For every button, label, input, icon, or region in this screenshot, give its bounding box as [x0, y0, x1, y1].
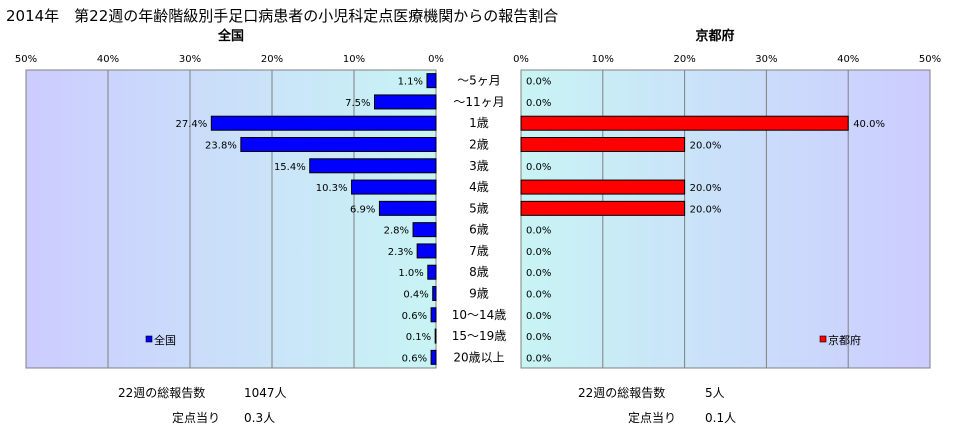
national-data-label: 6.9% — [350, 204, 375, 215]
kyoto-bar — [520, 137, 686, 152]
national-data-label: 0.6% — [402, 311, 427, 322]
kyoto-chart: 京都府 0% 10% 20% 30% 40% 50% 0.0% 0.0% 40.0% 20.0% 0.… — [513, 28, 941, 369]
kyoto-legend-swatch — [819, 335, 827, 343]
kyoto-data-label: 0.0% — [526, 268, 551, 279]
national-tick-label: 10% — [343, 54, 365, 65]
age-group-label: ～11ヶ月 — [453, 95, 504, 109]
national-bar — [374, 94, 437, 110]
national-chart-title: 全国 — [217, 28, 244, 44]
national-bar — [240, 137, 437, 152]
kyoto-tick-label: 30% — [755, 54, 777, 65]
national-bar — [427, 264, 437, 280]
age-group-label: 9歳 — [469, 287, 489, 301]
national-bar — [430, 307, 437, 323]
national-tick-label: 30% — [179, 54, 201, 65]
kyoto-data-label: 0.0% — [526, 353, 551, 364]
national-data-label: 2.3% — [388, 247, 413, 258]
kyoto-tick-label: 20% — [673, 54, 695, 65]
national-bar — [378, 200, 437, 216]
age-group-label: 4歳 — [469, 180, 489, 194]
age-group-labels: ～5ヶ月 ～11ヶ月 1歳 2歳 3歳 4歳 5歳 6歳 7歳 8歳 9歳 10～14歳 15～19歳 2… — [452, 74, 507, 365]
kyoto-tick-label: 10% — [592, 54, 614, 65]
kyoto-per-site-label: 定点当り — [628, 411, 677, 425]
kyoto-plot-area — [520, 69, 931, 369]
age-group-label: 1歳 — [469, 116, 489, 130]
national-total-value: 1047人 — [244, 386, 287, 400]
national-tick-label: 40% — [97, 54, 119, 65]
national-data-label: 1.1% — [398, 77, 423, 88]
national-bar — [210, 115, 437, 131]
kyoto-data-label: 20.0% — [690, 204, 722, 215]
age-group-label: 7歳 — [469, 244, 489, 258]
kyoto-bar — [520, 200, 686, 216]
kyoto-data-label: 20.0% — [690, 183, 722, 194]
kyoto-data-label: 0.0% — [526, 332, 551, 343]
national-data-label: 0.4% — [403, 290, 428, 301]
kyoto-legend-label: 京都府 — [828, 333, 861, 347]
kyoto-data-label: 0.0% — [526, 98, 551, 109]
national-data-label: 1.0% — [398, 268, 423, 279]
kyoto-chart-title: 京都府 — [695, 28, 734, 44]
kyoto-data-label: 0.0% — [526, 77, 551, 88]
national-data-label: 0.1% — [406, 332, 431, 343]
kyoto-tick-label: 50% — [919, 54, 941, 65]
age-group-label: 6歳 — [469, 223, 489, 237]
national-data-label: 2.8% — [384, 226, 409, 237]
kyoto-data-label: 0.0% — [526, 247, 551, 258]
national-bar — [416, 243, 437, 259]
national-chart: 全国 50% 40% 30% 20% 10% 0% 1.1% 7.5% 27.4% 23.8% 15.… — [15, 28, 444, 369]
national-bar — [432, 286, 437, 301]
national-per-site-label: 定点当り — [172, 411, 221, 425]
kyoto-data-label: 0.0% — [526, 290, 551, 301]
kyoto-tick-label: 40% — [837, 54, 859, 65]
national-legend-swatch — [145, 335, 153, 343]
kyoto-data-label: 0.0% — [526, 162, 551, 173]
age-group-label: 2歳 — [469, 138, 489, 152]
kyoto-bar — [520, 115, 849, 131]
national-data-label: 10.3% — [316, 183, 348, 194]
kyoto-tick-label: 0% — [513, 54, 529, 65]
national-data-label: 27.4% — [176, 119, 208, 130]
age-group-label: 8歳 — [469, 265, 489, 279]
national-per-site-value: 0.3人 — [244, 411, 276, 425]
national-plot-area — [25, 69, 437, 369]
national-tick-label: 50% — [15, 54, 37, 65]
national-bar — [351, 179, 437, 195]
national-total-label: 22週の総報告数 — [118, 386, 206, 400]
national-bar — [309, 158, 437, 174]
national-data-label: 7.5% — [345, 98, 370, 109]
chart-title: 2014年 第22週の年齢階級別手足口病患者の小児科定点医療機関からの報告割合 — [6, 7, 558, 25]
national-data-label: 0.6% — [402, 353, 427, 364]
national-tick-label: 0% — [428, 54, 444, 65]
national-bar — [426, 73, 437, 89]
kyoto-total-value: 5人 — [705, 386, 725, 400]
kyoto-per-site-value: 0.1人 — [705, 411, 737, 425]
national-bar — [412, 222, 437, 238]
national-data-label: 23.8% — [205, 141, 237, 152]
national-legend-label: 全国 — [154, 333, 176, 347]
age-group-label: 20歳以上 — [453, 350, 504, 364]
kyoto-data-label: 20.0% — [690, 141, 722, 152]
age-group-label: 3歳 — [469, 159, 489, 173]
age-group-label: 15～19歳 — [452, 329, 507, 343]
age-group-label: 5歳 — [469, 201, 489, 215]
kyoto-data-label: 40.0% — [853, 119, 885, 130]
kyoto-data-label: 0.0% — [526, 226, 551, 237]
national-data-label: 15.4% — [274, 162, 306, 173]
kyoto-total-label: 22週の総報告数 — [578, 386, 666, 400]
kyoto-bar — [520, 179, 686, 195]
national-bar — [430, 349, 437, 365]
age-group-label: 10～14歳 — [452, 308, 507, 322]
age-group-label: ～5ヶ月 — [457, 74, 501, 88]
kyoto-data-label: 0.0% — [526, 311, 551, 322]
national-tick-label: 20% — [261, 54, 283, 65]
national-bar — [434, 328, 437, 344]
